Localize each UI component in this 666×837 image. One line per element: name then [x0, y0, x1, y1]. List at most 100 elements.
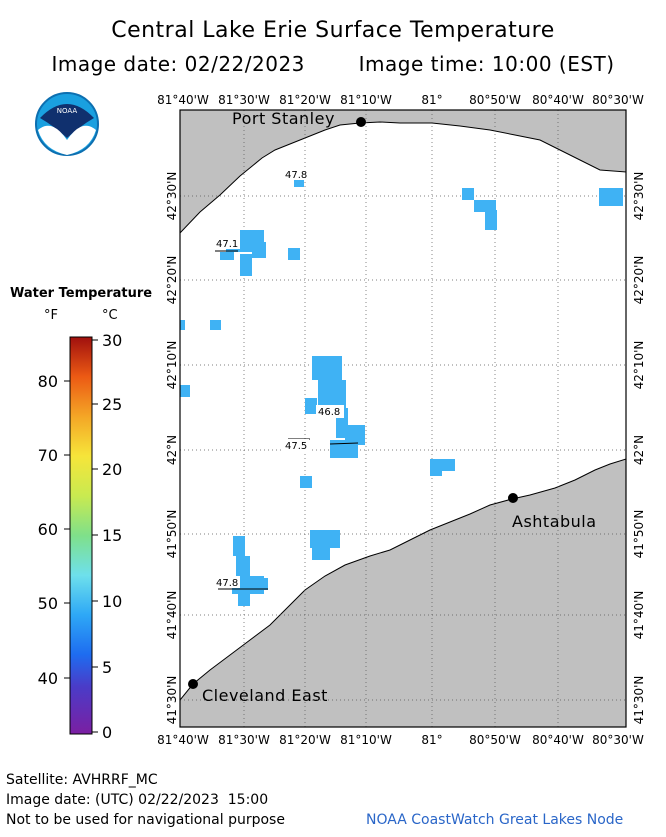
temp-pixel [430, 470, 442, 476]
latitude-label: 41°50'N [632, 510, 646, 559]
map-frame [179, 109, 627, 728]
satellite-info: Satellite: AVHRRF_MC [6, 772, 158, 788]
temp-pixel [220, 252, 234, 260]
temp-pixel [210, 320, 221, 330]
colorbar-c-label: 30 [102, 331, 122, 350]
longitude-label: 80°30'W [592, 93, 644, 107]
longitude-label: 81° [421, 733, 442, 747]
isotherm-lines [215, 250, 359, 590]
colorbar-gradient [69, 336, 93, 735]
latitude-label: 42°20'N [632, 256, 646, 305]
temp-pixel [238, 592, 250, 606]
noaa-logo-text: NOAA [57, 107, 78, 115]
city-label-port-stanley: Port Stanley [232, 109, 335, 128]
latitude-labels-left: 42°30'N 42°20'N 42°10'N 42°N 41°50'N 41°40'N 4… [165, 172, 179, 725]
latitude-label: 42°30'N [165, 172, 179, 221]
temp-pixel [318, 380, 346, 408]
temp-pixel [240, 254, 252, 276]
lake-map [179, 109, 627, 728]
longitude-label: 81°30'W [218, 93, 270, 107]
disclaimer: Not to be used for navigational purpose [6, 812, 285, 828]
image-date-time: Image date: 02/22/2023 Image time: 10:00… [0, 52, 666, 76]
colorbar-c-label: 25 [102, 395, 122, 414]
temp-pixel [430, 459, 455, 471]
temp-label: 47.5 [285, 441, 307, 452]
longitude-label: 80°30'W [592, 733, 644, 747]
temp-label: 47.1 [216, 239, 238, 250]
longitude-label: 81°10'W [340, 93, 392, 107]
longitude-label: 81°30'W [218, 733, 270, 747]
unit-celsius: °C [102, 308, 118, 323]
longitude-label: 81°20'W [279, 733, 331, 747]
longitude-label: 80°50'W [469, 93, 521, 107]
temperature-labels: 47.8 47.1 46.8 47.5 47.8 [214, 168, 344, 589]
graticule [180, 110, 626, 727]
unit-fahrenheit: °F [44, 308, 58, 323]
colorbar-c-ticks: 30 25 20 15 10 5 0 [92, 331, 122, 742]
longitude-label: 81° [421, 93, 442, 107]
colorbar-c-label: 20 [102, 460, 122, 479]
latitude-labels-right: 42°30'N 42°20'N 42°10'N 42°N 41°50'N 41°40'N 4… [632, 172, 646, 725]
latitude-label: 42°30'N [632, 172, 646, 221]
longitude-labels-top: 81°40'W 81°30'W 81°20'W 81°10'W 81° 80°50'W 80… [157, 93, 644, 107]
longitude-label: 81°20'W [279, 93, 331, 107]
latitude-label: 42°10'N [165, 341, 179, 390]
colorbar-f-label: 80 [38, 372, 58, 391]
temp-pixel [288, 248, 300, 260]
latitude-label: 41°40'N [632, 591, 646, 640]
temp-pixel [474, 200, 496, 212]
legend-title: Water Temperature [10, 286, 153, 301]
image-time: Image time: 10:00 (EST) [358, 52, 615, 76]
temp-pixel [330, 440, 358, 458]
latitude-label: 41°30'N [165, 676, 179, 725]
north-shore-land [179, 109, 627, 235]
city-marker-port-stanley [356, 117, 366, 127]
latitude-label: 42°N [165, 435, 179, 465]
temp-pixel [240, 230, 264, 242]
temp-pixel [233, 536, 245, 556]
longitude-label: 81°10'W [340, 733, 392, 747]
temp-pixel [180, 320, 185, 330]
temp-pixel [254, 578, 268, 590]
colorbar-c-label: 5 [102, 658, 112, 677]
colorbar-f-label: 50 [38, 594, 58, 613]
temp-pixel [180, 385, 190, 397]
longitude-label: 80°50'W [469, 733, 521, 747]
city-marker-cleveland-east [188, 679, 198, 689]
utc-date: Image date: (UTC) 02/22/2023 15:00 [6, 792, 269, 808]
city-marker-ashtabula [508, 493, 518, 503]
temp-pixel [305, 398, 317, 414]
south-shore-land [179, 458, 627, 728]
city-label-ashtabula: Ashtabula [512, 512, 597, 531]
temp-pixel [226, 242, 256, 252]
temp-pixel [599, 188, 623, 206]
noaa-logo-icon: NOAA [35, 92, 99, 156]
longitude-labels-bottom: 81°40'W 81°30'W 81°20'W 81°10'W 81° 80°50'W 80… [157, 733, 644, 747]
temp-pixel [310, 530, 340, 548]
longitude-label: 80°40'W [532, 733, 584, 747]
temp-pixel [300, 476, 312, 488]
longitude-label: 80°40'W [532, 93, 584, 107]
image-date: Image date: 02/22/2023 [51, 52, 305, 76]
temp-pixel [462, 188, 474, 200]
temp-label: 47.8 [285, 170, 307, 181]
credit-link[interactable]: NOAA CoastWatch Great Lakes Node [366, 812, 624, 828]
temp-label: 47.8 [216, 578, 238, 589]
temp-pixel [485, 210, 497, 230]
cities: Port Stanley Ashtabula Cleveland East [188, 109, 597, 705]
colorbar-c-label: 0 [102, 723, 112, 742]
temp-pixel [312, 356, 342, 380]
colorbar-c-label: 15 [102, 526, 122, 545]
temp-pixel [312, 548, 330, 560]
city-label-cleveland-east: Cleveland East [202, 686, 328, 705]
latitude-label: 42°10'N [632, 341, 646, 390]
latitude-label: 42°20'N [165, 256, 179, 305]
longitude-label: 81°40'W [157, 93, 209, 107]
latitude-label: 41°30'N [632, 676, 646, 725]
longitude-label: 81°40'W [157, 733, 209, 747]
colorbar-f-label: 60 [38, 520, 58, 539]
latitude-label: 41°40'N [165, 591, 179, 640]
colorbar-f-ticks: 80 70 60 50 40 [38, 372, 70, 688]
